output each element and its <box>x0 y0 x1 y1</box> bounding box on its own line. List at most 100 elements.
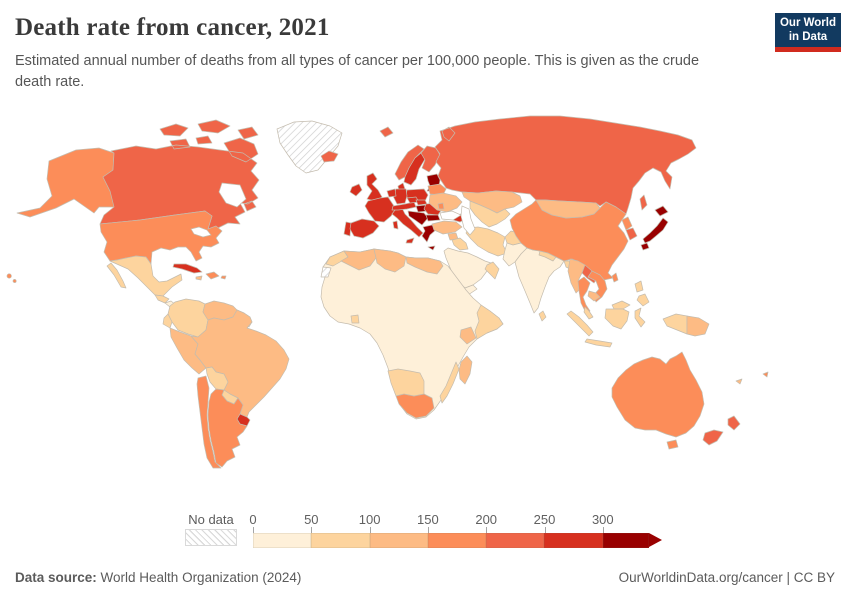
data-source-note: Data source: World Health Organization (… <box>15 570 301 585</box>
country-cuba[interactable] <box>172 263 203 274</box>
legend-color-segment[interactable] <box>427 533 487 548</box>
legend-color-segment[interactable] <box>544 533 603 548</box>
country-thailand[interactable] <box>577 276 591 314</box>
footer-link[interactable]: OurWorldinData.org/cancer | CC BY <box>618 570 835 585</box>
country-mozambique[interactable] <box>439 361 460 404</box>
country-north-korea[interactable] <box>621 216 633 231</box>
legend-tick-label: 50 <box>304 512 319 527</box>
country-mongolia[interactable] <box>535 199 601 219</box>
country-canada[interactable] <box>99 119 260 230</box>
country-fiji[interactable] <box>762 371 769 378</box>
legend-color-segment[interactable] <box>486 533 545 548</box>
country-argentina[interactable] <box>207 388 248 468</box>
country-vietnam[interactable] <box>587 270 608 303</box>
country-guatemala[interactable] <box>154 294 170 304</box>
legend-color-bar[interactable] <box>253 533 662 548</box>
country-taiwan[interactable] <box>611 272 619 283</box>
legend-tick <box>544 527 546 534</box>
legend-tick-label: 150 <box>417 512 439 527</box>
country-bulgaria[interactable] <box>425 214 441 222</box>
country-slovakia[interactable] <box>415 199 428 206</box>
country-finland[interactable] <box>420 145 441 173</box>
country-greenland[interactable] <box>276 120 343 174</box>
legend-tick <box>369 527 371 534</box>
black-sea <box>439 210 462 221</box>
great-lakes <box>190 226 212 238</box>
country-central-asia[interactable] <box>469 200 511 228</box>
legend-tick <box>602 527 604 534</box>
country-sweden[interactable] <box>403 152 426 186</box>
country-portugal[interactable] <box>343 221 352 237</box>
caspian-sea <box>460 205 476 236</box>
country-somalia[interactable] <box>474 304 504 340</box>
country-brazil[interactable] <box>190 309 290 418</box>
country-new-zealand[interactable] <box>702 415 741 446</box>
country-ecuador[interactable] <box>162 313 173 329</box>
country-south-korea[interactable] <box>625 227 638 241</box>
legend-no-data[interactable]: No data <box>185 512 237 546</box>
country-madagascar[interactable] <box>458 355 473 385</box>
country-uk[interactable] <box>366 172 383 202</box>
legend-color-segment[interactable] <box>253 533 312 548</box>
country-jamaica[interactable] <box>195 275 203 281</box>
country-malaysia[interactable] <box>583 300 631 320</box>
legend-tick <box>486 527 488 534</box>
legend-tick <box>253 527 254 534</box>
chart-footer: Data source: World Health Organization (… <box>15 570 835 585</box>
country-moldova[interactable] <box>437 202 445 210</box>
chart-subtitle: Estimated annual number of deaths from a… <box>15 53 700 90</box>
country-libya[interactable] <box>373 248 407 273</box>
country-benelux[interactable] <box>386 188 397 198</box>
country-balkans[interactable] <box>407 210 429 226</box>
country-svalbard[interactable] <box>379 126 394 138</box>
country-oman[interactable] <box>484 261 500 280</box>
country-iceland[interactable] <box>320 150 339 163</box>
legend-color-segment[interactable] <box>602 533 649 548</box>
country-belarus[interactable] <box>427 183 447 196</box>
country-ukraine[interactable] <box>428 192 463 213</box>
country-france[interactable] <box>364 196 397 223</box>
country-italy[interactable] <box>391 207 424 244</box>
country-hispaniola[interactable] <box>205 271 227 280</box>
country-spain[interactable] <box>349 218 380 239</box>
country-australia[interactable] <box>611 351 705 450</box>
page-title: Death rate from cancer, 2021 <box>15 14 330 41</box>
owid-logo-line2: in Data <box>788 31 828 43</box>
country-russia[interactable] <box>434 115 697 215</box>
legend-tick-label: 250 <box>533 512 556 527</box>
legend-tick-label: 0 <box>249 512 257 527</box>
country-philippines[interactable] <box>634 280 650 307</box>
country-western-sahara[interactable] <box>320 266 332 278</box>
legend-color-scale[interactable]: 0 50 100 150 200 250 300 <box>249 512 683 554</box>
country-ghana[interactable] <box>350 314 360 324</box>
country-kenya[interactable] <box>459 326 477 345</box>
country-papua-new-guinea[interactable] <box>686 315 710 337</box>
country-japan[interactable] <box>640 205 669 251</box>
country-new-caledonia[interactable] <box>735 378 743 385</box>
country-indonesia[interactable] <box>566 307 688 348</box>
legend-tick-label: 100 <box>358 512 381 527</box>
country-mexico[interactable] <box>106 255 183 297</box>
country-hawaii[interactable] <box>6 273 17 283</box>
legend-color-segment[interactable] <box>369 533 428 548</box>
country-bolivia[interactable] <box>205 366 229 391</box>
country-cambodia[interactable] <box>587 290 601 302</box>
country-egypt[interactable] <box>405 256 444 275</box>
country-chile[interactable] <box>196 375 222 469</box>
owid-logo-line1: Our World <box>779 16 836 29</box>
legend-tick <box>311 527 313 534</box>
map-legend: No data 0 50 100 150 200 250 300 <box>185 512 685 554</box>
no-data-swatch[interactable] <box>185 529 237 546</box>
legend-tick-label: 200 <box>475 512 498 527</box>
legend-color-segment[interactable] <box>311 533 370 548</box>
country-norway[interactable] <box>394 144 425 181</box>
data-source-text: World Health Organization (2024) <box>96 570 302 585</box>
country-ireland[interactable] <box>349 183 363 197</box>
country-sri-lanka[interactable] <box>538 310 547 322</box>
country-algeria[interactable] <box>340 248 377 271</box>
country-namibia-botswana[interactable] <box>387 368 425 397</box>
country-turkey[interactable] <box>431 220 463 235</box>
country-india[interactable] <box>514 247 565 314</box>
country-iraq[interactable] <box>451 237 469 251</box>
